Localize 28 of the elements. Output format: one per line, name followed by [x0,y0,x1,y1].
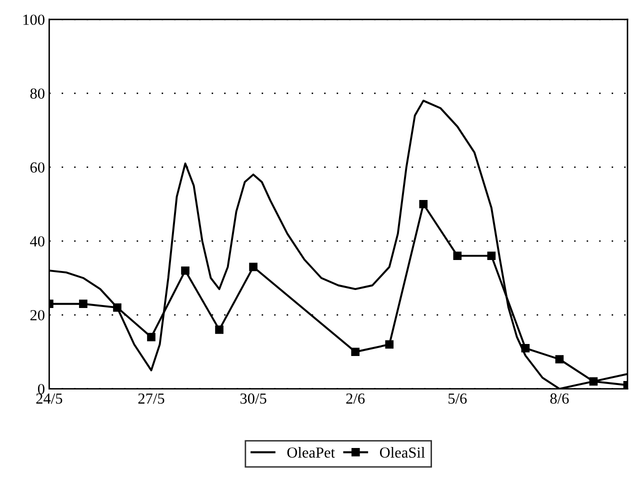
x-tick-label: 30/5 [240,393,266,404]
x-tick-label: 27/5 [138,393,164,404]
point [555,355,564,364]
point [351,348,360,356]
point [419,200,428,208]
y-tick-label: 100 [23,14,44,25]
point [249,262,258,272]
y-tick-label: 80 [30,88,44,99]
y-tick-label: 60 [30,162,44,173]
legend-label: OleaSil [380,446,425,458]
point [181,266,190,275]
x-tick-label: 5/6 [448,393,467,404]
point [521,344,530,352]
point [113,303,122,312]
y-tick-label: 40 [30,236,44,247]
point [147,332,156,342]
point [385,340,394,349]
y-tick-label: 0 [38,384,44,394]
point [215,326,224,334]
x-tick-label: 24/5 [36,393,62,404]
point [453,252,462,260]
point [487,252,496,260]
point [79,300,88,308]
y-tick-label: 20 [30,310,44,320]
x-tick-label: 2/6 [346,393,365,404]
x-tick-label: 8/6 [550,393,569,404]
legend-label: OleaPet [287,446,335,458]
point [589,377,598,386]
